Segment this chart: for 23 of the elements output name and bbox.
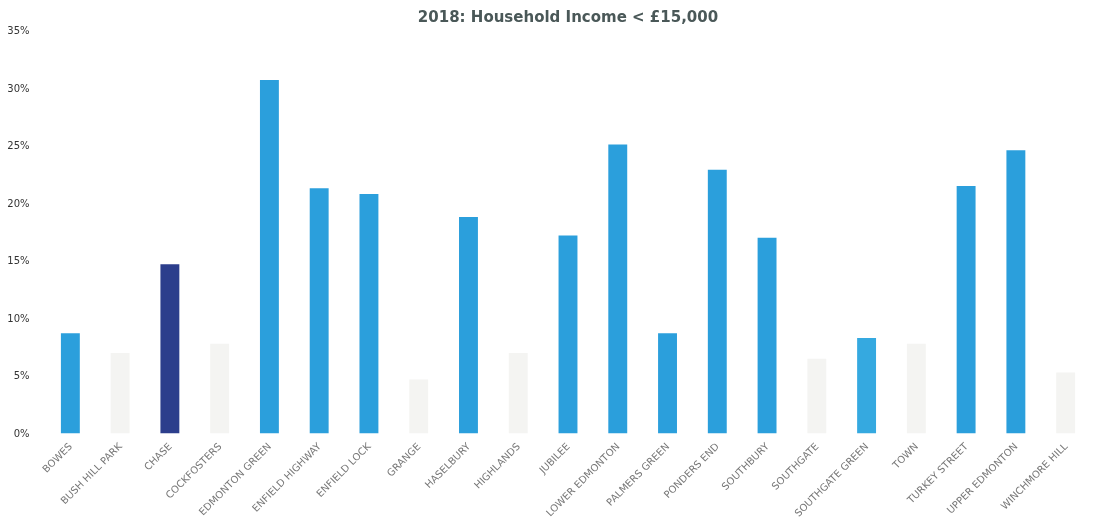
y-tick-label: 10% <box>7 312 30 324</box>
y-tick-label: 25% <box>7 140 30 152</box>
bar <box>160 264 180 434</box>
y-tick-label: 30% <box>7 82 30 94</box>
y-tick-label: 20% <box>7 197 30 209</box>
bar <box>558 235 578 434</box>
bar <box>658 333 677 434</box>
y-tick-label: 5% <box>13 370 30 382</box>
bar <box>459 217 478 434</box>
y-tick-label: 0% <box>13 428 30 439</box>
bar <box>359 194 379 434</box>
bar <box>857 337 877 434</box>
y-tick-label: 15% <box>7 255 30 267</box>
bar <box>956 185 976 434</box>
bar <box>707 169 727 434</box>
bar <box>1006 150 1026 434</box>
bar <box>60 333 80 434</box>
bar <box>608 144 628 434</box>
bar <box>309 188 329 434</box>
bar <box>259 80 279 434</box>
bar <box>757 237 777 434</box>
y-tick-label: 35% <box>7 25 30 36</box>
chart-title: 2018: Household Income < £15,000 <box>417 7 719 26</box>
